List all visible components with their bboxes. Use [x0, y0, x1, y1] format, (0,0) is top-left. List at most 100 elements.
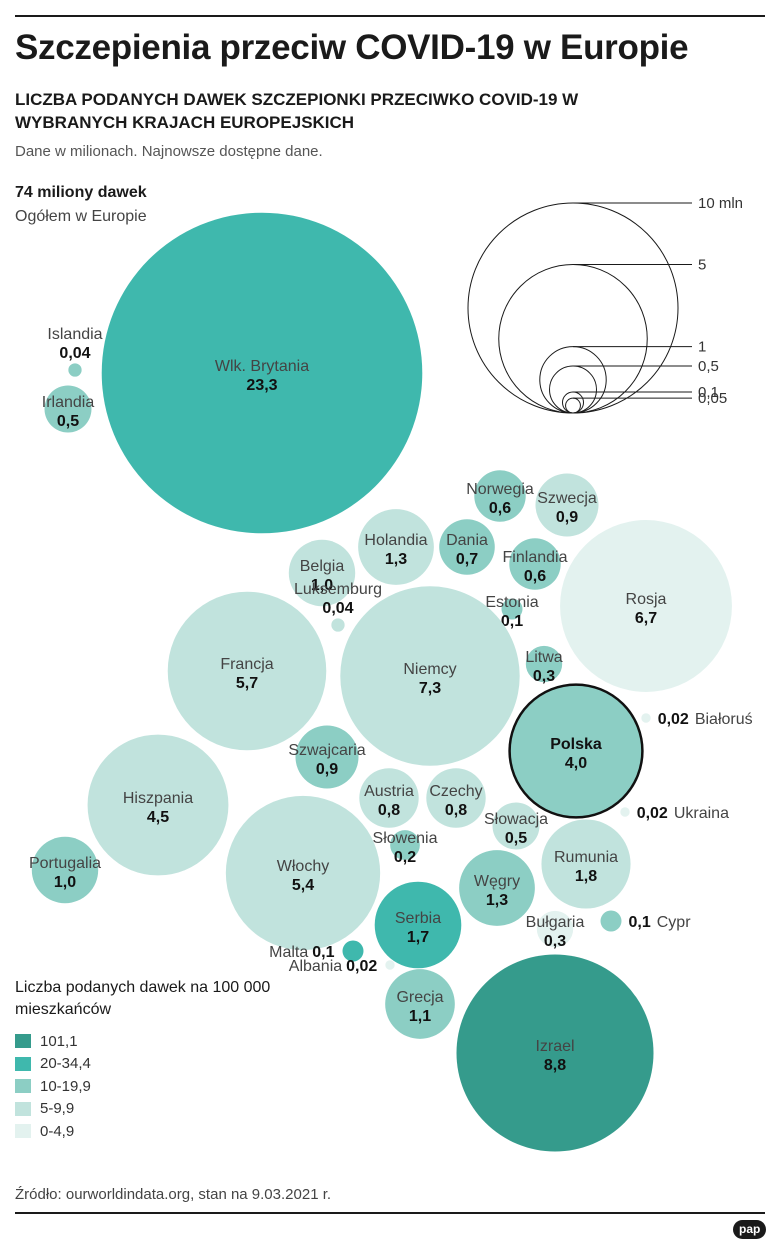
bubble-cypr [600, 910, 622, 932]
label-szwajcaria: Szwajcaria [288, 742, 365, 759]
scale-label-0-05: 0,05 [698, 390, 727, 407]
value-irlandia: 0,5 [57, 413, 79, 430]
bubble-serbia [374, 881, 462, 969]
label-islandia: Islandia [47, 326, 102, 343]
bubble-estonia [501, 598, 523, 620]
value-malta: 0,1 [312, 944, 334, 961]
label-bialorus: Białoruś [695, 711, 753, 728]
scale-label-5: 5 [698, 257, 706, 274]
label-albania: Albania [289, 958, 342, 975]
value-niemcy: 7,3 [419, 680, 441, 697]
value-litwa: 0,3 [533, 668, 555, 685]
bubble-austria [359, 768, 419, 828]
legend-label: 5-9,9 [40, 1100, 75, 1118]
label-belgia: Belgia [300, 558, 345, 575]
value-polska: 4,0 [565, 755, 587, 772]
top-rule [15, 15, 765, 17]
bubble-litwa [525, 645, 563, 683]
bubble-wlochy [225, 795, 381, 951]
bubble-rumunia [541, 819, 631, 909]
value-szwecja: 0,9 [556, 509, 578, 526]
bubble-niemcy [340, 586, 520, 766]
label-wlk-brytania: Wlk. Brytania [215, 358, 309, 375]
label-finlandia: Finlandia [503, 549, 568, 566]
bubble-dania [439, 519, 495, 575]
value-estonia: 0,1 [501, 613, 523, 630]
value-islandia: 0,04 [59, 345, 90, 362]
label-holandia: Holandia [364, 532, 427, 549]
bubble-albania [385, 960, 395, 970]
value-albania: 0,02 [346, 958, 377, 975]
value-rumunia: 1,8 [575, 868, 597, 885]
label-dania: Dania [446, 532, 488, 549]
value-holandia: 1,3 [385, 551, 407, 568]
legend-label: 10-19,9 [40, 1077, 91, 1095]
label-grecja: Grecja [396, 989, 443, 1006]
value-cypr: 0,1 [629, 914, 651, 931]
label-norwegia: Norwegia [466, 481, 534, 498]
bubble-islandia [68, 363, 82, 377]
legend-item: 20-34,4 [15, 1053, 91, 1076]
bubble-malta [342, 940, 364, 962]
scale-circle-0-5 [549, 365, 597, 414]
label-rumunia: Rumunia [554, 849, 618, 866]
value-izrael: 8,8 [544, 1057, 566, 1074]
value-finlandia: 0,6 [524, 568, 546, 585]
bubble-bulgaria [536, 910, 574, 948]
label-serbia: Serbia [395, 910, 441, 927]
label-luksemburg: Luksemburg [294, 581, 382, 598]
scale-circle-1 [539, 346, 607, 414]
label-bulgaria: Bułgaria [526, 914, 585, 931]
label-irlandia: Irlandia [42, 394, 95, 411]
label-estonia: Estonia [485, 594, 538, 611]
scale-circle-0-1 [562, 391, 584, 414]
label-slowacja: Słowacja [484, 811, 548, 828]
bubble-czechy [426, 768, 486, 828]
bubble-rosja [560, 520, 732, 692]
chart-subtitle: LICZBA PODANYCH DAWEK SZCZEPIONKI PRZECI… [15, 90, 579, 132]
scale-label-1: 1 [698, 339, 706, 356]
bubble-holandia [358, 509, 434, 585]
value-szwajcaria: 0,9 [316, 761, 338, 778]
source-note: Źródło: ourworldindata.org, stan na 9.03… [15, 1186, 332, 1203]
bubble-grecja [385, 969, 455, 1039]
legend-item: 0-4,9 [15, 1120, 91, 1143]
value-francja: 5,7 [236, 675, 258, 692]
value-wegry: 1,3 [486, 892, 508, 909]
label-litwa: Litwa [525, 649, 562, 666]
legend-item: 101,1 [15, 1030, 91, 1053]
label-polska: Polska [550, 736, 602, 753]
label-slowenia: Słowenia [373, 830, 438, 847]
bottom-rule [15, 1212, 765, 1214]
legend-swatch [15, 1124, 31, 1139]
legend-label: 101,1 [40, 1032, 78, 1050]
label-malta: Malta [269, 944, 308, 961]
label-austria: Austria [364, 783, 414, 800]
label-niemcy: Niemcy [403, 661, 456, 678]
value-luksemburg: 0,04 [322, 600, 353, 617]
scale-label-0-5: 0,5 [698, 358, 719, 375]
label-hiszpania: Hiszpania [123, 790, 193, 807]
scale-circle-5 [498, 264, 648, 414]
value-ukraina: 0,02 [637, 805, 668, 822]
bubble-francja [167, 591, 327, 751]
total-doses: 74 miliony dawek [15, 184, 147, 201]
value-belgia: 1,0 [311, 577, 333, 594]
value-slowacja: 0,5 [505, 830, 527, 847]
legend-item: 10-19,9 [15, 1075, 91, 1098]
scale-circle-10-mln [467, 202, 679, 414]
label-cypr: Cypr [657, 914, 691, 931]
bubble-slowenia [390, 830, 420, 860]
bubble-belgia [288, 539, 356, 607]
scale-label-10-mln: 10 mln [698, 195, 743, 212]
bubble-szwecja [535, 473, 599, 537]
label-wegry: Węgry [474, 873, 520, 890]
label-czechy: Czechy [429, 783, 482, 800]
legend-item: 5-9,9 [15, 1098, 91, 1121]
bubble-norwegia [474, 470, 526, 522]
value-czechy: 0,8 [445, 802, 467, 819]
value-dania: 0,7 [456, 551, 478, 568]
bubble-izrael [456, 954, 654, 1152]
bubble-bialorus [641, 713, 651, 723]
